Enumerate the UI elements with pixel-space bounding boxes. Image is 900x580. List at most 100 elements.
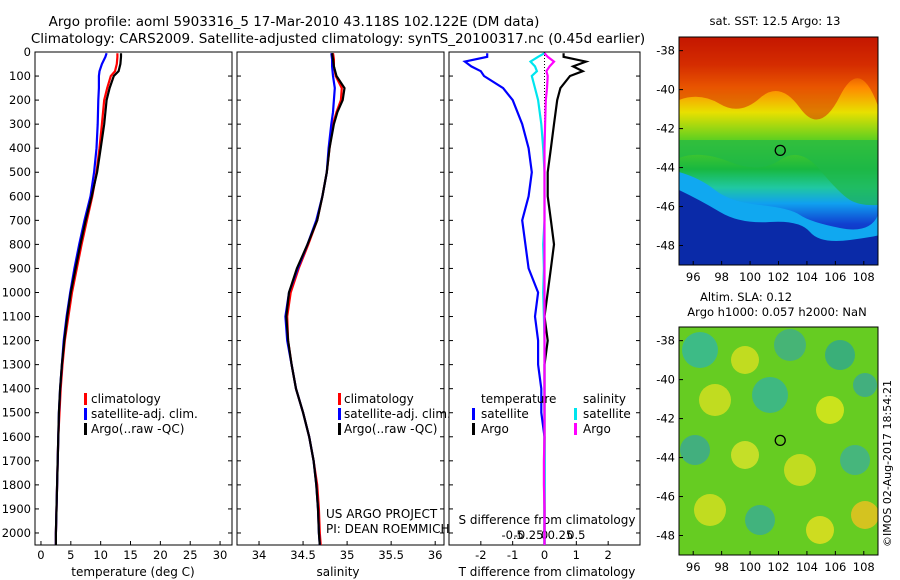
legend-swatch-argo: [84, 423, 87, 435]
sla-blob: [745, 505, 775, 535]
copyright-timestamp: ©IMOS 02-Aug-2017 18:54:21: [881, 380, 894, 547]
map-y-tick-label: -40: [656, 373, 675, 387]
temperature-panel: 0100200300400500600700800900100011001200…: [2, 45, 233, 579]
figure-title-line2: Climatology: CARS2009. Satellite-adjuste…: [31, 31, 645, 47]
project-label: US ARGO PROJECT: [326, 507, 438, 521]
y-tick-label: 1300: [2, 358, 31, 372]
y-tick-label: 600: [9, 189, 31, 203]
sst-green-band: [679, 140, 878, 206]
map-x-tick-label: 108: [853, 560, 875, 574]
legend-swatch-s-satellite: [574, 408, 577, 420]
x-tick-label: 34.5: [290, 548, 316, 562]
map-x-tick-label: 102: [768, 560, 790, 574]
x-tick-label-salinity: -0.25: [514, 528, 544, 542]
pi-label: PI: DEAN ROEMMICH: [326, 522, 449, 536]
map-y-tick-label: -44: [656, 161, 675, 175]
y-tick-label: 200: [9, 93, 31, 107]
difference-legend: temperature salinity satellite Argo sate…: [472, 392, 631, 436]
x-tick-label: 0: [541, 548, 548, 562]
map-y-tick-label: -40: [656, 83, 675, 97]
sla-blob: [699, 384, 731, 416]
map-y-tick-label: -48: [656, 529, 675, 543]
x-tick-label: 30: [213, 548, 228, 562]
map-x-tick-label: 108: [853, 270, 875, 284]
sla-blob: [752, 377, 788, 413]
map-x-tick-label: 100: [739, 560, 761, 574]
sst-deep-cold: [679, 190, 878, 265]
map-x-tick-label: 96: [686, 560, 701, 574]
legend-label-s-satellite: satellite: [583, 407, 631, 421]
plot-frame: [236, 51, 445, 546]
sla-blob: [731, 441, 759, 469]
sla-blob: [694, 494, 726, 526]
x-tick-label: 34: [252, 548, 267, 562]
legend-swatch-t-satellite: [472, 408, 475, 420]
x-tick-label: -1: [507, 548, 518, 562]
y-tick-label: 900: [9, 261, 31, 275]
sla-anomaly-blobs: [680, 329, 878, 544]
x-tick-label: 10: [93, 548, 108, 562]
legend-label-t-argo: Argo: [481, 422, 509, 436]
figure-title-line1: Argo profile: aoml 5903316_5 17-Mar-2010…: [49, 14, 540, 30]
sla-blob: [853, 373, 877, 397]
sla-map-title-line1: Altim. SLA: 0.12: [700, 290, 792, 304]
sla-blob: [784, 454, 816, 486]
y-tick-label: 700: [9, 213, 31, 227]
y-tick-label: 400: [9, 141, 31, 155]
x-tick-label: 0: [37, 548, 44, 562]
x-tick-label-salinity: -0.5: [501, 528, 523, 542]
x-tick-label: 15: [123, 548, 138, 562]
series-line-s-argo: [542, 52, 556, 545]
sla-map-panel: Altim. SLA: 0.12 Argo h1000: 0.057 h2000…: [656, 290, 879, 574]
legend-label-s-argo: Argo: [583, 422, 611, 436]
salinity-legend: climatology satellite-adj. clim. Argo(..…: [338, 392, 451, 436]
map-x-tick-label: 106: [824, 560, 846, 574]
legend-label-climatology: climatology: [91, 392, 161, 406]
x-axis-label-salinity: S difference from climatology: [459, 513, 636, 527]
temperature-legend: climatology satellite-adj. clim. Argo(..…: [84, 392, 198, 436]
sla-blob: [851, 501, 878, 529]
x-tick-label-salinity: 0.25: [548, 528, 574, 542]
sla-blob: [682, 332, 718, 368]
map-y-tick-label: -42: [656, 122, 675, 136]
x-tick-label: 35.5: [378, 548, 404, 562]
x-tick-label: 5: [67, 548, 74, 562]
map-y-tick-label: -38: [656, 44, 675, 58]
legend-swatch-satellite: [84, 408, 87, 420]
y-tick-label: 800: [9, 237, 31, 251]
y-tick-label: 1400: [2, 382, 31, 396]
sst-map-panel: sat. SST: 12.5 Argo: 13 96 98 100 102 104 106…: [656, 14, 879, 284]
sst-warm-front: [679, 37, 878, 120]
legend-label-argo: Argo(..raw -QC): [91, 422, 184, 436]
sla-argo-position-marker: [774, 434, 786, 447]
sla-blob: [840, 445, 870, 475]
sla-blob: [731, 346, 759, 374]
salinity-panel: 34 34.5 35 35.5 36 salinity: [236, 51, 445, 579]
y-tick-label: 2000: [2, 526, 31, 540]
legend-header-salinity: salinity: [583, 392, 626, 406]
sst-map-ticks: 96 98 100 102 104 106 108 -38 -40 -42 -44 -46 -48: [656, 44, 875, 284]
map-x-tick-label: 100: [739, 270, 761, 284]
y-tick-label: 100: [9, 69, 31, 83]
x-tick-label: 1: [573, 548, 580, 562]
map-x-tick-label: 104: [796, 270, 818, 284]
y-tick-label: 1700: [2, 454, 31, 468]
map-y-tick-label: -38: [656, 334, 675, 348]
legend-swatch-climatology: [338, 393, 341, 405]
x-tick-label: 35: [340, 548, 355, 562]
x-axis-label: temperature (deg C): [71, 565, 194, 579]
x-tick-label: 2: [605, 548, 612, 562]
map-x-tick-label: 98: [714, 270, 729, 284]
y-tick-label: 1900: [2, 502, 31, 516]
y-tick-label: 300: [9, 117, 31, 131]
x-tick-label: -2: [475, 548, 486, 562]
y-tick-label: 1800: [2, 478, 31, 492]
map-x-tick-label: 106: [824, 270, 846, 284]
map-x-tick-label: 98: [714, 560, 729, 574]
map-x-tick-label: 104: [796, 560, 818, 574]
map-y-tick-label: -46: [656, 200, 675, 214]
legend-swatch-t-argo: [472, 423, 475, 435]
x-axis-label: T difference from climatology: [458, 565, 636, 579]
x-tick-label: 20: [153, 548, 168, 562]
